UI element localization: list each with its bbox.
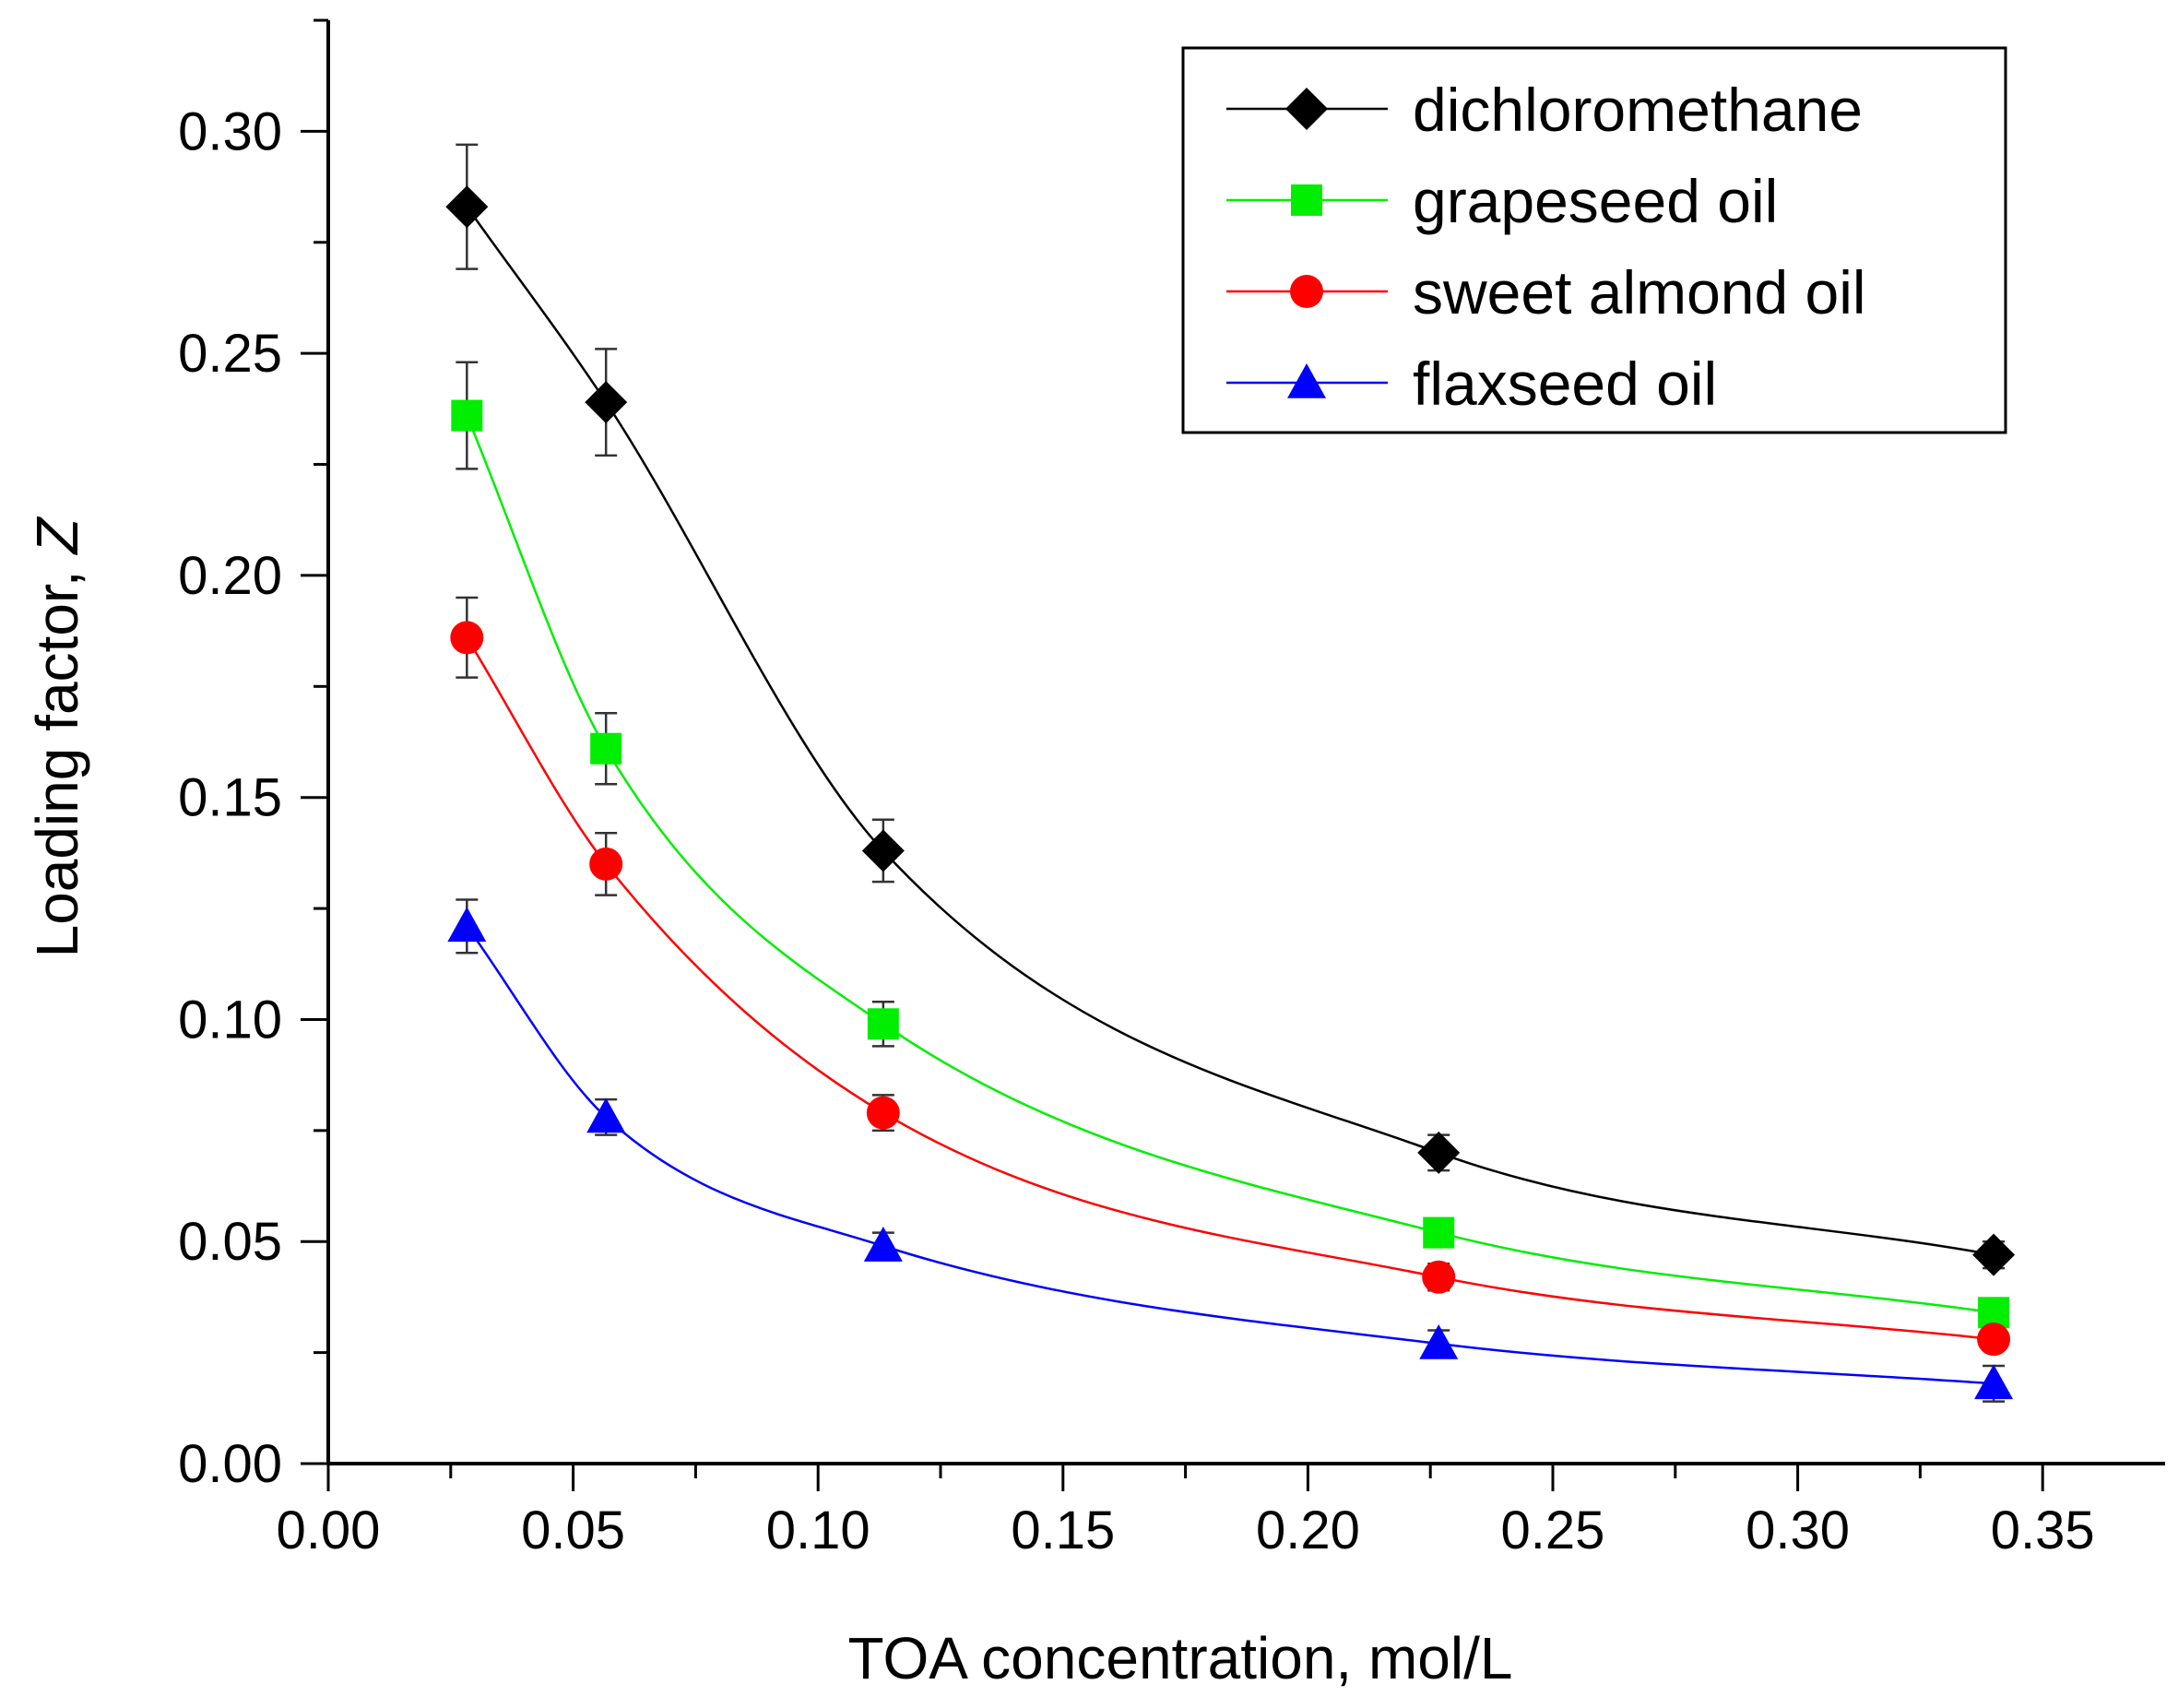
x-tick-label: 0.25 [1501,1500,1605,1560]
x-axis-title: TOA concentration, mol/L [848,1625,1513,1691]
data-point [1422,1260,1456,1294]
data-point [590,732,622,765]
y-tick-label: 0.10 [178,990,282,1050]
x-tick-label: 0.35 [1991,1500,2095,1560]
data-point [451,399,483,432]
legend-marker [1285,88,1328,130]
x-tick-label: 0.00 [277,1500,381,1560]
y-tick-label: 0.20 [178,546,282,606]
series-curves [466,206,1995,1385]
data-point [586,1097,626,1133]
x-ticks: 0.00 0.05 0.10 0.15 0.20 0.25 0.30 0.35 [277,1464,2095,1560]
legend-marker [1287,363,1326,398]
data-point [867,1008,899,1040]
data-point [1417,1131,1461,1174]
legend: dichloromethane grapeseed oil sweet almond… [1181,46,2007,434]
data-point [450,621,484,655]
y-axis-title-symbol: Z [24,516,90,556]
x-tick-label: 0.30 [1746,1500,1850,1560]
legend-label: flaxseed oil [1413,350,1717,418]
data-point [866,1096,900,1130]
data-point [861,829,905,872]
y-axis-title: Loading factor, Z [24,516,90,958]
series-line-flaxseed-oil [466,925,1995,1385]
data-point [1423,1216,1455,1249]
legend-label: dichloromethane [1413,76,1863,144]
legend-label: sweet almond oil [1413,258,1866,326]
y-tick-label: 0.30 [178,101,282,161]
data-point [1972,1233,2016,1276]
legend-marker [1291,184,1322,216]
data-point [589,847,623,881]
data-point [447,907,487,943]
x-tick-label: 0.15 [1011,1500,1115,1560]
legend-marker [1290,275,1323,308]
data-point [585,381,628,424]
y-ticks: 0.00 0.05 0.10 0.15 0.20 0.25 0.30 [178,18,328,1494]
data-point [445,185,489,229]
legend-label: grapeseed oil [1413,167,1778,235]
data-point [863,1227,903,1262]
y-tick-label: 0.15 [178,768,282,828]
x-tick-label: 0.10 [766,1500,870,1560]
y-tick-label: 0.00 [178,1434,282,1494]
series-line-sweet-almond-oil [466,636,1995,1341]
data-point [1977,1323,2011,1357]
x-tick-label: 0.05 [521,1500,625,1560]
data-point [1974,1364,2014,1400]
data-point [1419,1323,1459,1359]
data-markers [445,185,2016,1400]
plot-area: 0.00 0.05 0.10 0.15 0.20 0.25 0.30 0.35 0.000.0… [178,18,2165,1560]
series-line-grapeseed-oil [466,415,1995,1314]
y-tick-label: 0.25 [178,324,282,384]
y-tick-label: 0.05 [178,1212,282,1272]
y-axis-title-text: Loading factor, [24,554,90,958]
x-tick-label: 0.20 [1256,1500,1360,1560]
